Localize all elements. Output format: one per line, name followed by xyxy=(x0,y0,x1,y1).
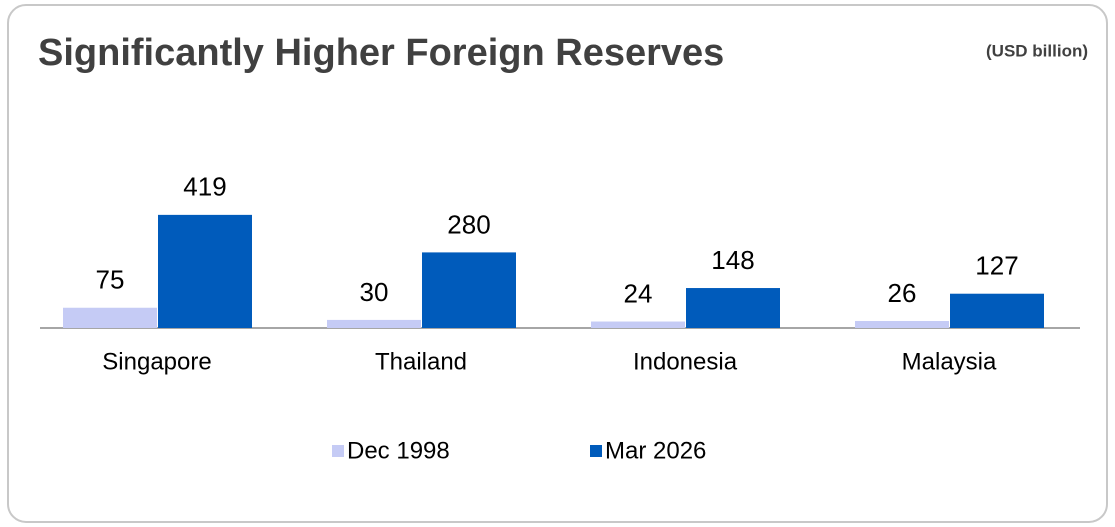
data-label: 419 xyxy=(183,172,226,202)
x-tick-label: Malaysia xyxy=(902,348,997,375)
chart-title: Significantly Higher Foreign Reserves xyxy=(38,32,724,74)
legend-label: Dec 1998 xyxy=(347,437,450,464)
bar xyxy=(327,319,421,328)
legend-label: Mar 2026 xyxy=(605,437,706,464)
bar xyxy=(686,288,780,328)
x-tick-label: Singapore xyxy=(102,348,211,375)
data-label: 148 xyxy=(711,245,754,275)
legend-swatch xyxy=(332,445,344,457)
bar xyxy=(422,252,516,328)
bar xyxy=(855,320,949,328)
data-label: 280 xyxy=(447,209,490,239)
data-label: 24 xyxy=(624,278,653,308)
data-label: 30 xyxy=(360,277,389,307)
data-label: 26 xyxy=(888,278,917,308)
x-tick-label: Thailand xyxy=(375,348,467,375)
bar xyxy=(63,307,157,328)
chart-frame xyxy=(7,4,1108,523)
bar xyxy=(158,214,252,328)
data-label: 75 xyxy=(96,265,125,295)
data-label: 127 xyxy=(975,251,1018,281)
chart-subtitle: (USD billion) xyxy=(986,41,1088,60)
x-tick-label: Indonesia xyxy=(633,348,738,375)
bar xyxy=(950,293,1044,328)
legend-swatch xyxy=(590,445,602,457)
bar xyxy=(591,321,685,328)
